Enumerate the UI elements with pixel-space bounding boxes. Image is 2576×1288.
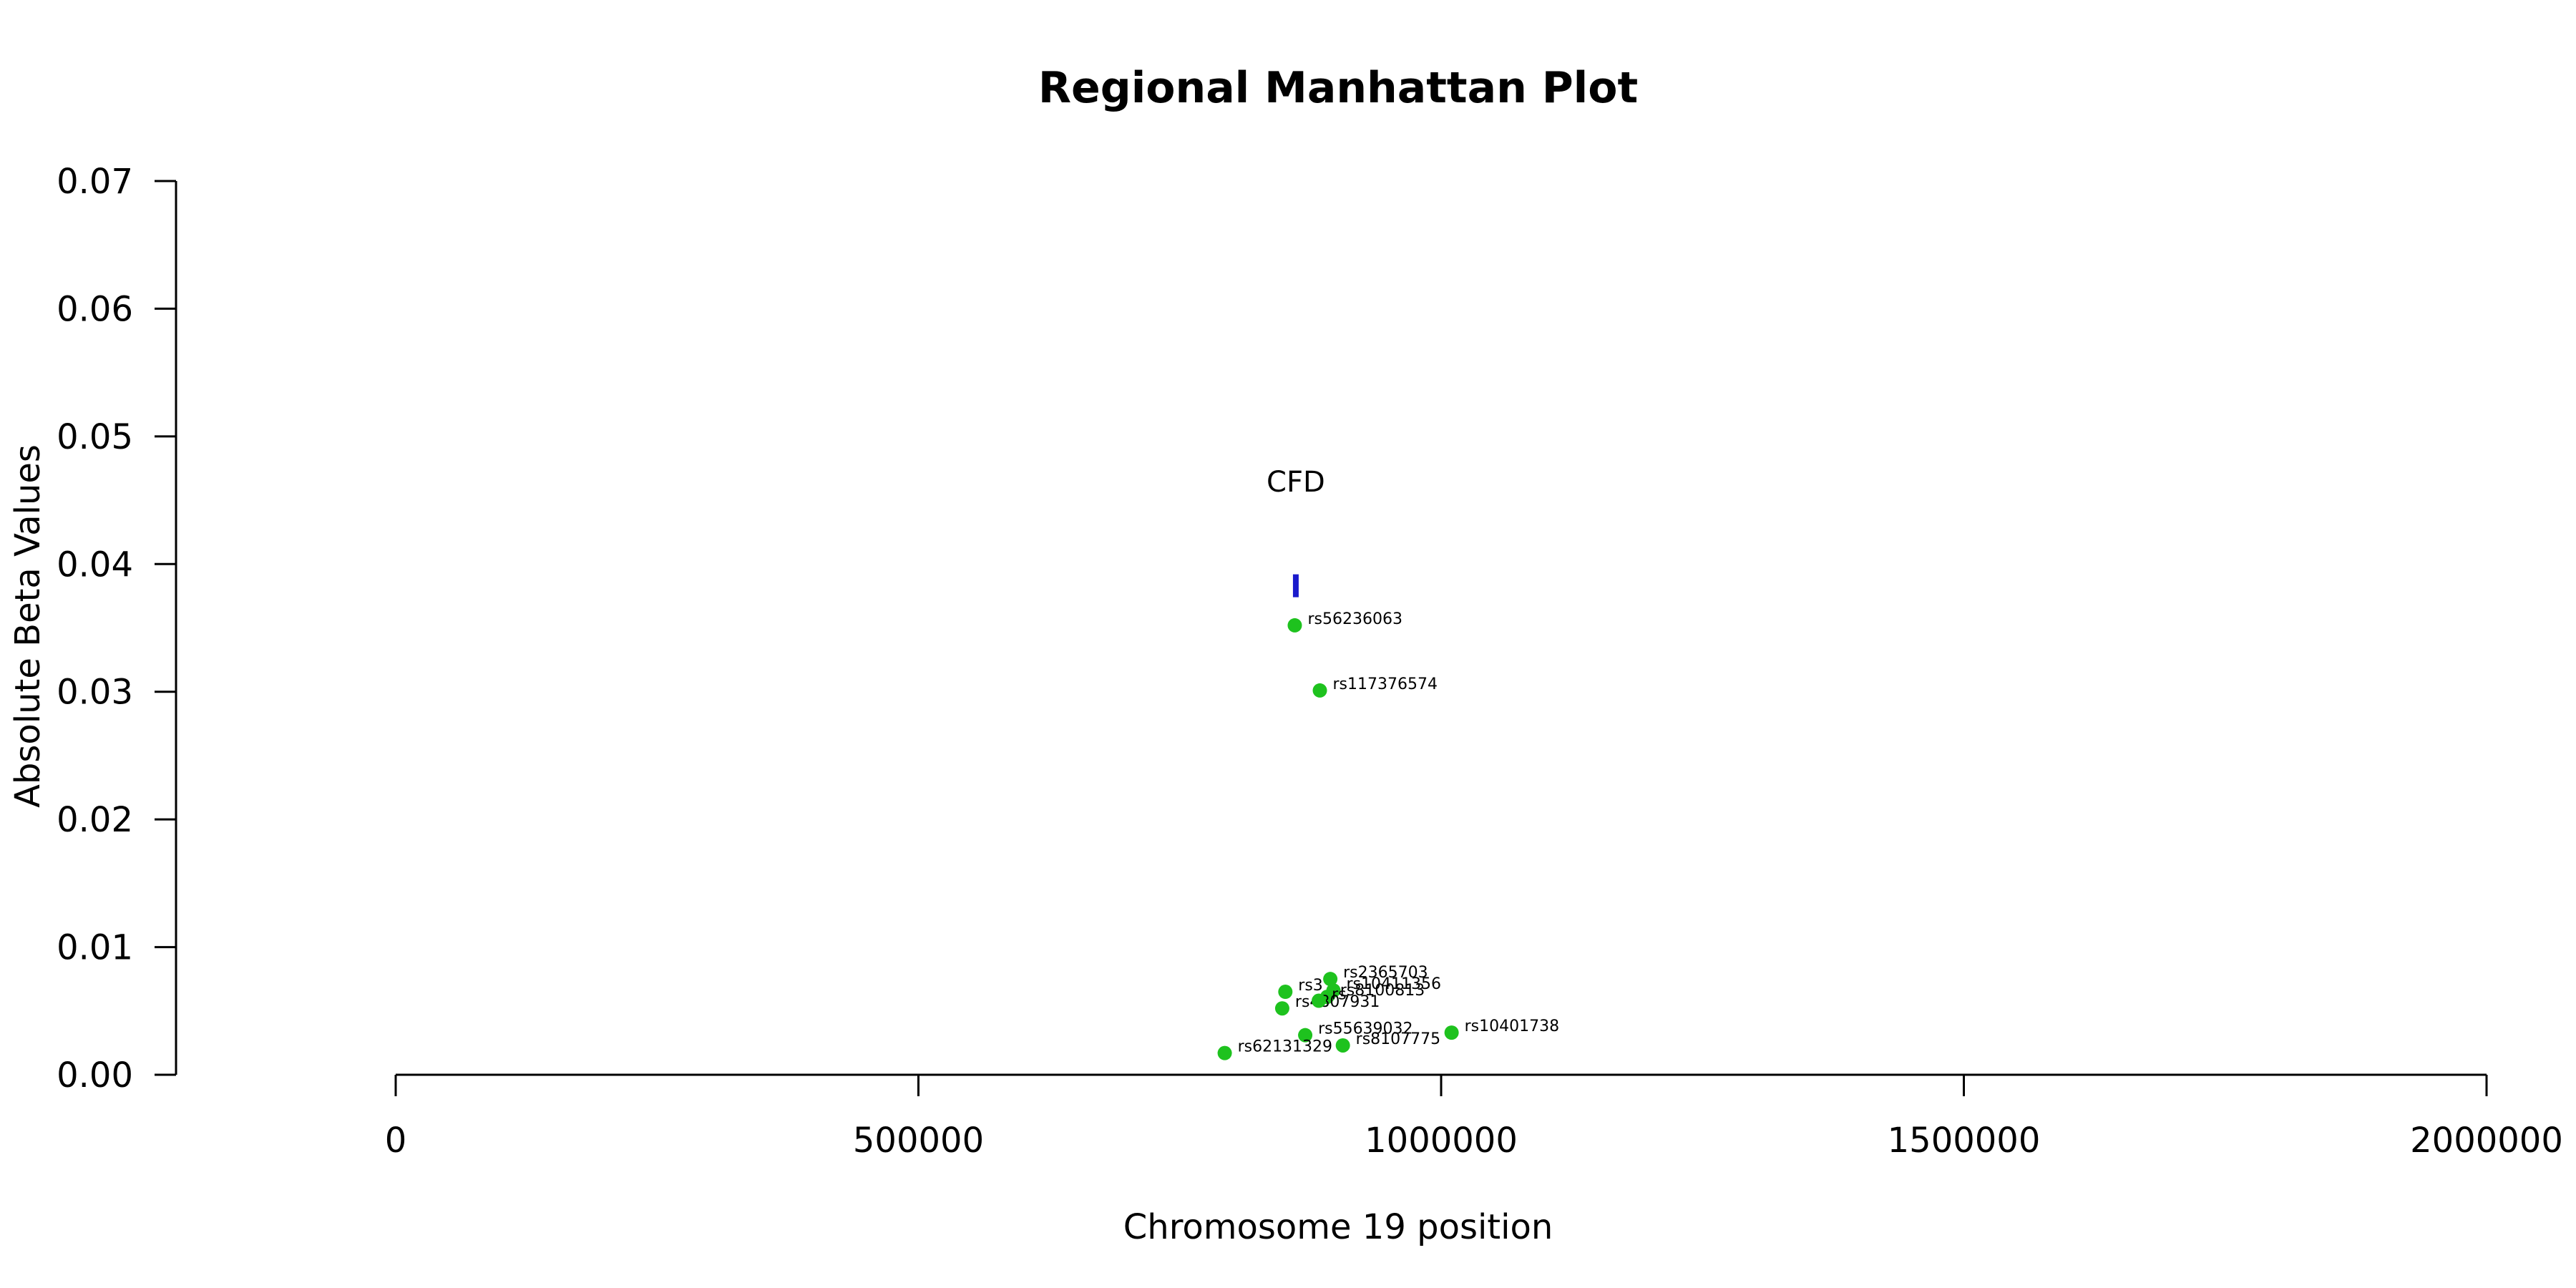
y-tick-label: 0.03 [57, 673, 133, 713]
snp-point [1274, 1001, 1289, 1016]
snp-label: rs2365703 [1343, 964, 1428, 982]
x-axis-label: Chromosome 19 position [1123, 1207, 1553, 1247]
snp-label: rs56236063 [1307, 610, 1402, 628]
snp-label: rs10401738 [1465, 1018, 1559, 1035]
x-tick-label: 1000000 [1365, 1121, 1518, 1161]
gene-bar [1292, 574, 1299, 597]
gene-track: CFD [1267, 466, 1325, 597]
snp-point [1444, 1025, 1459, 1040]
y-tick-label: 0.06 [57, 289, 133, 329]
x-tick-label: 500000 [853, 1121, 984, 1161]
snp-point [1335, 1038, 1350, 1053]
y-axis: 0.00 0.01 0.02 0.03 0.04 0.05 0.06 0.07 [57, 162, 177, 1096]
x-tick-label: 1500000 [1888, 1121, 2041, 1161]
snp-point [1312, 683, 1327, 698]
x-tick-label: 2000000 [2410, 1121, 2563, 1161]
y-tick-label: 0.02 [57, 800, 133, 840]
y-axis-label: Absolute Beta Values [8, 444, 48, 808]
snp-point [1217, 1045, 1232, 1060]
x-axis: 0 500000 1000000 1500000 2000000 [385, 1073, 2563, 1161]
snp-point [1298, 1028, 1313, 1043]
y-tick-label: 0.07 [57, 162, 133, 202]
y-tick-label: 0.05 [57, 417, 133, 457]
chart-title: Regional Manhattan Plot [1038, 63, 1638, 113]
snp-point [1278, 985, 1293, 1000]
snp-label: rs55639032 [1318, 1020, 1413, 1038]
x-tick-label: 0 [385, 1121, 407, 1161]
snp-label: rs62131329 [1238, 1038, 1332, 1056]
snp-label: rs4807931 [1295, 993, 1380, 1011]
y-tick-label: 0.00 [57, 1055, 133, 1096]
snp-label: rs10411356 [1347, 975, 1441, 993]
snp-point [1323, 972, 1338, 987]
snp-label: rs8100813 [1340, 982, 1425, 1000]
snp-label: rs8107775 [1356, 1030, 1441, 1048]
gene-label: CFD [1267, 466, 1325, 499]
snp-point [1287, 618, 1302, 633]
y-tick-label: 0.01 [57, 928, 133, 968]
snp-points: rs56236063 rs117376574 rs2365703rs10411356… [1217, 610, 1559, 1060]
snp-point [1312, 993, 1327, 1008]
snp-label: rs3 [1298, 977, 1323, 995]
y-tick-label: 0.04 [57, 545, 133, 585]
snp-label: rs [1332, 986, 1347, 1004]
snp-label: rs117376574 [1333, 675, 1438, 693]
